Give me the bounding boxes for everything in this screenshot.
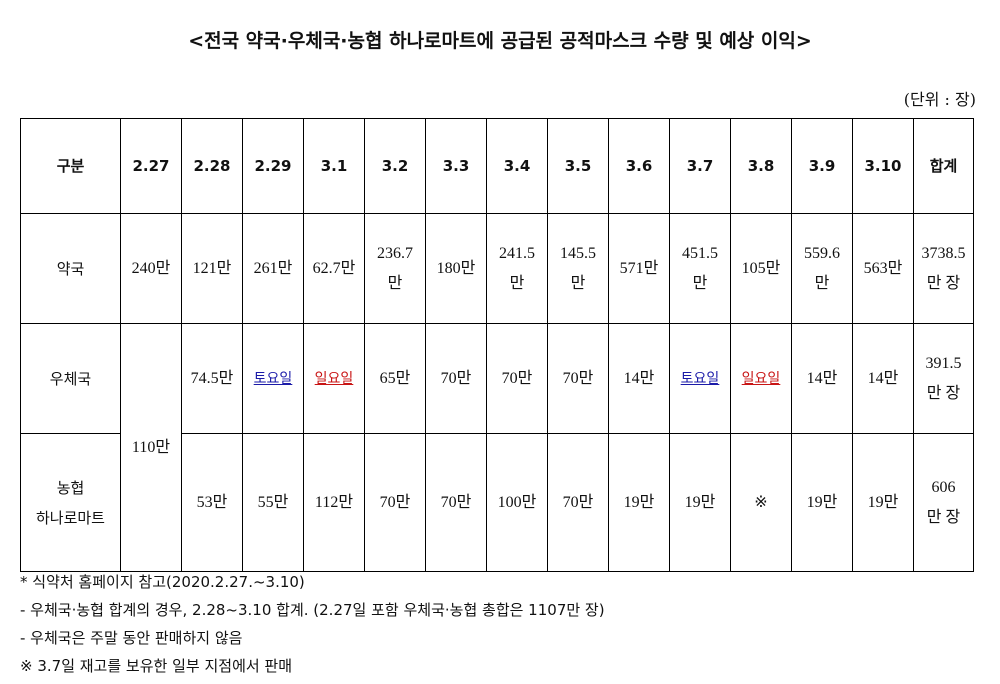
table-cell: 180만 — [425, 213, 487, 324]
table-cell: 70만 — [425, 433, 487, 572]
table-cell: 65만 — [364, 323, 426, 434]
header-cell: 3.9 — [791, 118, 853, 214]
table-cell: 451.5 만 — [669, 213, 731, 324]
table-cell: 145.5 만 — [547, 213, 609, 324]
note: ※ 3.7일 재고를 보유한 일부 지점에서 판매 — [20, 657, 293, 675]
table-row: 약국 240만 121만 261만 62.7만 236.7 만 180만 241.5 만 145… — [20, 213, 974, 324]
table-cell: 70만 — [364, 433, 426, 572]
table-row: 우체국 110만 74.5만 토요일 일요일 65만 70만 70만 70만 14만 토요일 일요일 1… — [20, 323, 974, 572]
table-cell: 농협 하나로마트 — [20, 433, 121, 572]
table-cell: 559.6 만 — [791, 213, 853, 324]
table-cell: 121만 — [181, 213, 243, 324]
header-cell: 3.7 — [669, 118, 731, 214]
table-cell: 105만 — [730, 213, 792, 324]
table-cell: 19만 — [669, 433, 731, 572]
table-cell: 토요일 — [242, 323, 304, 434]
table-cell: 70만 — [547, 323, 609, 434]
table-cell: 19만 — [852, 433, 914, 572]
table-cell: 70만 — [425, 323, 487, 434]
title: <전국 약국·우체국·농협 하나로마트에 공급된 공적마스크 수량 및 예상 이… — [188, 30, 812, 52]
header-cell: 2.29 — [242, 118, 304, 214]
header-cell: 3.3 — [425, 118, 487, 214]
table-cell: 약국 — [20, 213, 121, 324]
note: - 우체국·농협 합계의 경우, 2.28~3.10 합계. (2.27일 포함… — [20, 601, 605, 619]
table-cell: 우체국 — [20, 323, 121, 434]
table-cell: 74.5만 — [181, 323, 243, 434]
table-cell: 53만 — [181, 433, 243, 572]
table-cell: 55만 — [242, 433, 304, 572]
table-cell: 571만 — [608, 213, 670, 324]
table-cell: 14만 — [852, 323, 914, 434]
table-cell: 606 만 장 — [913, 433, 974, 572]
table-cell: 3738.5 만 장 — [913, 213, 974, 324]
table-cell: 240만 — [120, 213, 182, 324]
table-cell: 19만 — [608, 433, 670, 572]
table-cell: 70만 — [486, 323, 548, 434]
header-cell: 3.6 — [608, 118, 670, 214]
table-cell: 14만 — [791, 323, 853, 434]
header-cell: 합계 — [913, 118, 974, 214]
header-cell: 2.27 — [120, 118, 182, 214]
table-cell: ※ — [730, 433, 792, 572]
table-cell: 391.5 만 장 — [913, 323, 974, 434]
header-cell: 3.10 — [852, 118, 914, 214]
table-row: 농협 하나로마트 53만 55만 112만 70만 70만 100만 70만 19만 19만 ※ 19… — [20, 433, 974, 572]
header-cell: 3.4 — [486, 118, 548, 214]
header-cell: 3.8 — [730, 118, 792, 214]
header-cell: 2.28 — [181, 118, 243, 214]
header-cell: 3.2 — [364, 118, 426, 214]
notes: * 식약처 홈페이지 참고(2020.2.27.~3.10) - 우체국·농협 합… — [20, 568, 605, 680]
table-cell: 일요일 — [730, 323, 792, 434]
supply-table: 구분 2.27 2.28 2.29 3.1 3.2 3.3 3.4 3.5 3.6 3.7 3.8 3.… — [20, 118, 974, 572]
note: - 우체국은 주말 동안 판매하지 않음 — [20, 629, 243, 647]
table-cell: 14만 — [608, 323, 670, 434]
table-cell: 110만 — [120, 323, 182, 572]
table-cell: 241.5 만 — [486, 213, 548, 324]
table-cell: 19만 — [791, 433, 853, 572]
table-cell: 일요일 — [303, 323, 365, 434]
table-cell: 112만 — [303, 433, 365, 572]
header-cell: 3.1 — [303, 118, 365, 214]
table-cell: 토요일 — [669, 323, 731, 434]
table-cell: 563만 — [852, 213, 914, 324]
table-cell: 236.7 만 — [364, 213, 426, 324]
unit-label: (단위 : 장) — [903, 90, 976, 109]
header-cell: 구분 — [20, 118, 121, 214]
note: * 식약처 홈페이지 참고(2020.2.27.~3.10) — [20, 573, 305, 591]
table-cell: 62.7만 — [303, 213, 365, 324]
table-cell: 261만 — [242, 213, 304, 324]
header-cell: 3.5 — [547, 118, 609, 214]
header-row: 구분 2.27 2.28 2.29 3.1 3.2 3.3 3.4 3.5 3.6 3.7 3.8 3.… — [20, 118, 974, 214]
table-cell: 100만 — [486, 433, 548, 572]
table-cell: 70만 — [547, 433, 609, 572]
